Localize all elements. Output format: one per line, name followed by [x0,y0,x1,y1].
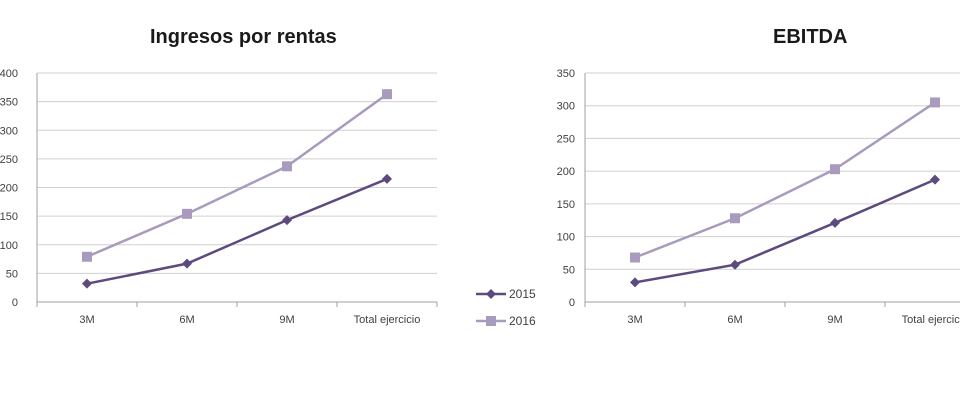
series-line-2015 [634,178,936,284]
y-tick-label: 250 [0,154,18,166]
data-point-2015 [82,278,92,289]
y-tick-label: 150 [0,211,18,223]
y-tick-label: 50 [563,264,575,276]
x-tick-label: 6M [727,314,742,326]
y-tick-label: 300 [557,101,575,113]
y-tick-label: 200 [557,166,575,178]
y-tick-label: 100 [0,240,18,252]
series-line-2016 [634,101,936,259]
data-point-2015 [830,217,840,228]
y-tick-label: 50 [6,268,18,280]
x-tick-label: Total ejercicio [354,314,421,326]
y-tick-label: 300 [0,125,18,137]
y-tick-label: 100 [557,232,575,244]
y-tick-label: 200 [0,183,18,195]
chart-title-ebitda: EBITDA [773,26,848,48]
y-tick-label: 350 [0,97,18,109]
legend-label-2015: 2015 [509,287,536,301]
chart-title-ingresos: Ingresos por rentas [150,26,337,48]
data-point-2015 [930,174,940,185]
y-tick-label: 350 [557,68,575,80]
data-point-2016 [630,252,640,263]
series-line-2015 [86,177,388,285]
y-tick-label: 0 [12,297,18,309]
legend-marker-2015 [486,289,496,299]
data-point-2016 [182,208,192,219]
data-point-2016 [930,97,940,108]
data-point-2015 [182,258,192,269]
series-line-2016 [86,93,388,258]
data-point-2016 [730,213,740,224]
x-tick-label: Total ejercicio [902,314,960,326]
y-tick-label: 250 [557,133,575,145]
y-tick-label: 400 [0,68,18,80]
data-point-2015 [730,259,740,270]
y-tick-label: 150 [557,199,575,211]
x-tick-label: 3M [79,314,94,326]
y-tick-label: 0 [569,297,575,309]
x-tick-label: 9M [279,314,294,326]
data-point-2016 [382,89,392,100]
legend-label-2016: 2016 [509,314,536,328]
data-point-2015 [282,215,292,226]
x-tick-label: 3M [627,314,642,326]
x-tick-label: 6M [179,314,194,326]
x-tick-label: 9M [827,314,842,326]
data-point-2016 [830,164,840,175]
legend-marker-2016 [486,316,496,326]
data-point-2015 [382,173,392,184]
data-point-2016 [82,251,92,262]
data-point-2016 [282,161,292,172]
data-point-2015 [630,277,640,288]
